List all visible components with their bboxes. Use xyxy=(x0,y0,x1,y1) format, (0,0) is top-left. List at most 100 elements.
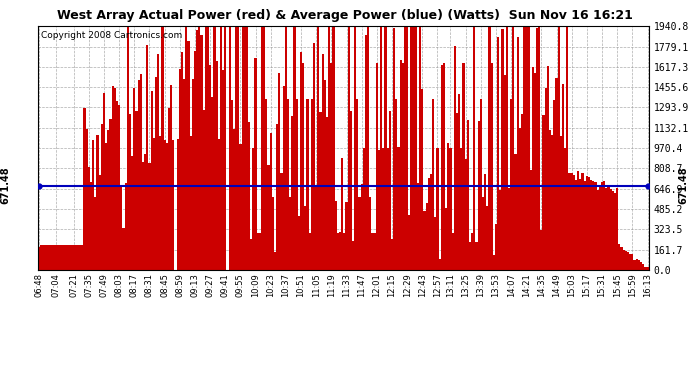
Bar xyxy=(274,252,276,270)
Bar xyxy=(367,26,369,270)
Bar xyxy=(179,69,181,270)
Bar xyxy=(339,232,341,270)
Bar xyxy=(70,245,72,270)
Bar xyxy=(291,116,293,270)
Bar xyxy=(614,193,616,270)
Bar xyxy=(200,35,203,270)
Bar xyxy=(510,99,512,270)
Bar xyxy=(293,26,295,270)
Bar xyxy=(451,233,454,270)
Bar xyxy=(382,148,384,270)
Bar xyxy=(92,140,95,270)
Bar xyxy=(112,86,114,270)
Bar xyxy=(354,26,356,270)
Bar xyxy=(313,43,315,270)
Bar xyxy=(97,135,99,270)
Bar xyxy=(439,259,441,270)
Bar xyxy=(460,148,462,270)
Bar xyxy=(38,247,40,270)
Bar xyxy=(99,175,101,270)
Bar xyxy=(322,54,324,270)
Bar xyxy=(521,114,523,270)
Bar xyxy=(198,26,200,270)
Bar xyxy=(300,53,302,270)
Text: 671.48: 671.48 xyxy=(678,167,688,204)
Bar xyxy=(473,26,475,270)
Bar xyxy=(595,182,597,270)
Bar xyxy=(137,80,139,270)
Bar xyxy=(466,120,469,270)
Bar xyxy=(575,180,577,270)
Bar xyxy=(411,26,413,270)
Bar xyxy=(90,182,92,270)
Bar xyxy=(213,26,215,270)
Bar xyxy=(166,143,168,270)
Text: Copyright 2008 Cartronics.com: Copyright 2008 Cartronics.com xyxy=(41,31,182,40)
Bar xyxy=(110,119,112,270)
Bar xyxy=(194,51,196,270)
Bar xyxy=(337,233,339,270)
Bar xyxy=(224,26,226,270)
Bar xyxy=(51,245,53,270)
Bar xyxy=(306,99,308,270)
Bar xyxy=(295,99,298,270)
Bar xyxy=(462,63,464,270)
Bar xyxy=(449,148,451,270)
Bar xyxy=(95,198,97,270)
Bar xyxy=(57,245,59,270)
Bar xyxy=(484,174,486,270)
Bar xyxy=(253,148,255,270)
Bar xyxy=(464,159,466,270)
Bar xyxy=(139,74,142,270)
Bar xyxy=(235,26,237,270)
Bar xyxy=(597,190,599,270)
Bar xyxy=(144,154,146,270)
Bar xyxy=(445,208,447,270)
Bar xyxy=(280,173,283,270)
Bar xyxy=(638,260,640,270)
Bar xyxy=(324,80,326,270)
Bar xyxy=(508,188,510,270)
Bar xyxy=(125,183,127,270)
Bar xyxy=(233,129,235,270)
Bar xyxy=(244,26,246,270)
Bar xyxy=(480,99,482,270)
Bar xyxy=(285,26,287,270)
Bar xyxy=(326,117,328,270)
Bar xyxy=(83,108,86,270)
Bar xyxy=(365,35,367,270)
Bar xyxy=(417,183,419,270)
Bar xyxy=(142,162,144,270)
Bar xyxy=(157,54,159,270)
Bar xyxy=(68,245,70,270)
Bar xyxy=(246,26,248,270)
Bar xyxy=(376,63,378,270)
Bar xyxy=(553,100,555,270)
Bar xyxy=(215,60,217,270)
Bar xyxy=(616,188,618,270)
Bar xyxy=(477,120,480,270)
Bar xyxy=(49,245,51,270)
Bar xyxy=(302,63,304,270)
Bar xyxy=(107,130,110,270)
Bar xyxy=(434,217,436,270)
Bar xyxy=(79,245,81,270)
Bar xyxy=(155,78,157,270)
Bar xyxy=(564,148,566,270)
Bar xyxy=(408,214,411,270)
Bar xyxy=(601,182,603,270)
Bar xyxy=(415,26,417,270)
Bar xyxy=(428,178,430,270)
Bar xyxy=(424,211,426,270)
Bar xyxy=(183,79,185,270)
Bar xyxy=(358,197,361,270)
Bar xyxy=(514,154,517,270)
Bar xyxy=(55,245,57,270)
Bar xyxy=(517,37,519,270)
Bar xyxy=(317,26,319,270)
Bar xyxy=(471,233,473,270)
Bar xyxy=(278,73,280,270)
Bar xyxy=(287,99,289,270)
Bar xyxy=(148,163,150,270)
Bar xyxy=(81,245,83,270)
